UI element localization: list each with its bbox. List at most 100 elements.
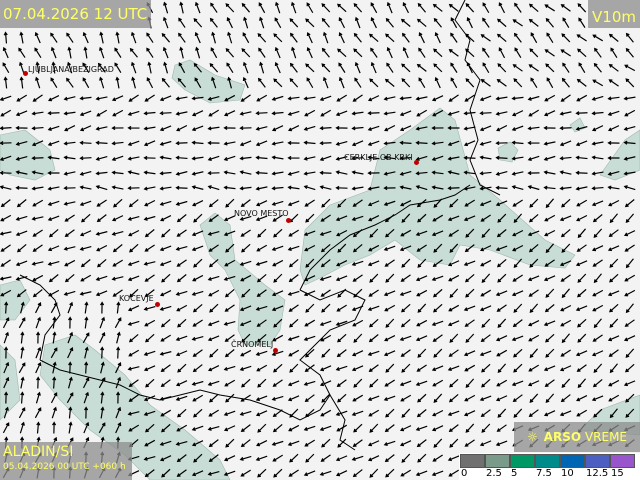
- wind-arrow: [19, 421, 25, 434]
- wind-arrow: [561, 77, 570, 88]
- wind-arrow: [431, 141, 444, 146]
- wind-arrow: [559, 170, 572, 175]
- wind-arrow: [369, 423, 379, 433]
- wind-arrow: [529, 258, 539, 268]
- wind-arrow: [560, 319, 572, 327]
- wind-arrow: [287, 245, 300, 251]
- wind-arrow: [479, 111, 492, 116]
- wind-arrow: [303, 335, 316, 341]
- wind-arrow: [384, 304, 396, 312]
- wind-arrow: [80, 274, 92, 282]
- wind-arrow: [31, 156, 44, 161]
- wind-arrow: [368, 215, 380, 222]
- wind-arrow: [337, 333, 347, 343]
- wind-arrow: [84, 301, 89, 314]
- wind-arrow: [353, 32, 362, 43]
- wind-arrow: [543, 141, 556, 146]
- wind-arrow: [175, 111, 188, 116]
- wind-arrow: [447, 260, 460, 267]
- wind-arrow: [111, 95, 124, 102]
- wind-arrow: [4, 301, 9, 314]
- wind-arrow: [544, 304, 555, 313]
- wind-arrow: [303, 96, 316, 101]
- wind-arrow: [399, 156, 412, 161]
- wind-arrow: [50, 347, 58, 359]
- wind-arrow: [400, 274, 411, 282]
- wind-arrow: [608, 349, 619, 357]
- wind-arrow: [175, 380, 188, 387]
- wind-arrow: [145, 333, 155, 343]
- wind-arrow: [512, 319, 523, 328]
- wind-arrow: [384, 424, 395, 433]
- wind-arrow: [240, 274, 252, 282]
- wind-arrow: [415, 171, 428, 176]
- wind-arrow: [239, 260, 252, 266]
- wind-arrow: [479, 245, 492, 252]
- wind-arrow: [176, 469, 187, 477]
- wind-arrow: [79, 170, 92, 176]
- legend-swatch: [585, 454, 610, 468]
- wind-arrow: [591, 171, 604, 176]
- wind-arrow: [385, 363, 395, 373]
- wind-arrow: [223, 230, 236, 237]
- wind-arrow: [385, 468, 395, 478]
- wind-arrow: [464, 273, 475, 283]
- city-marker: [273, 348, 278, 353]
- wind-arrow: [51, 406, 57, 419]
- wind-arrow: [161, 32, 171, 43]
- wind-arrow: [447, 170, 460, 175]
- wind-arrow: [68, 421, 73, 434]
- wind-arrow: [208, 439, 219, 448]
- wind-arrow: [223, 170, 236, 175]
- wind-arrow: [433, 348, 443, 358]
- wind-arrow: [83, 46, 88, 59]
- wind-arrow: [399, 425, 412, 432]
- wind-arrow: [608, 79, 619, 87]
- wind-arrow: [511, 110, 524, 117]
- wind-arrow: [465, 378, 475, 388]
- wind-arrow: [111, 185, 124, 190]
- wind-arrow: [288, 424, 300, 432]
- wind-arrow: [176, 424, 188, 432]
- wind-arrow: [159, 396, 172, 401]
- wind-arrow: [36, 421, 41, 434]
- wind-arrow: [399, 380, 412, 387]
- wind-arrow: [191, 125, 204, 132]
- wind-arrow: [143, 155, 156, 160]
- wind-arrow: [400, 349, 411, 357]
- wind-arrow: [399, 290, 412, 297]
- wind-arrow: [399, 140, 412, 145]
- wind-arrow: [50, 392, 58, 404]
- wind-arrow: [447, 186, 460, 191]
- legend-swatch: [535, 454, 560, 468]
- wind-arrow: [482, 2, 490, 14]
- wind-arrow: [209, 393, 219, 403]
- wind-arrow: [544, 4, 555, 12]
- arso-logo: ☼ ARSO VREME: [514, 422, 640, 452]
- wind-arrow: [399, 440, 412, 447]
- wind-arrow: [415, 140, 428, 145]
- wind-arrow: [256, 289, 267, 297]
- wind-arrow: [351, 455, 364, 461]
- wind-arrow: [255, 305, 268, 311]
- wind-arrow: [99, 76, 105, 89]
- wind-arrow: [400, 229, 412, 237]
- wind-arrow: [479, 200, 492, 207]
- wind-arrow: [64, 274, 75, 283]
- wind-arrow: [321, 198, 331, 208]
- wind-arrow: [623, 335, 636, 342]
- wind-arrow: [288, 229, 299, 237]
- wind-speed-legend: 0 2.5 5 7.5 10 12.5 15: [459, 453, 640, 480]
- wind-arrow: [63, 141, 76, 146]
- wind-arrow: [511, 140, 524, 145]
- wind-arrow: [18, 362, 26, 374]
- wind-arrow: [79, 230, 92, 237]
- wind-arrow: [3, 406, 9, 419]
- wind-arrow: [35, 346, 42, 359]
- wind-arrow: [465, 78, 475, 88]
- legend-label: 10: [561, 468, 574, 479]
- wind-arrow: [192, 200, 204, 207]
- wind-arrow: [578, 17, 586, 28]
- wind-arrow: [466, 17, 473, 29]
- wind-arrow: [36, 331, 41, 344]
